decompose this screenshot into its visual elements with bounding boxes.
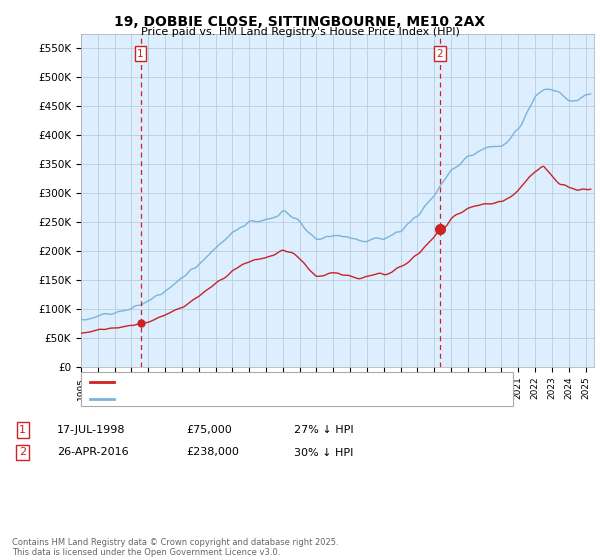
Text: HPI: Average price, detached house, Swale: HPI: Average price, detached house, Swal… xyxy=(120,394,344,404)
Text: 27% ↓ HPI: 27% ↓ HPI xyxy=(294,425,353,435)
Text: 30% ↓ HPI: 30% ↓ HPI xyxy=(294,447,353,458)
Text: 1: 1 xyxy=(19,425,26,435)
Text: 1: 1 xyxy=(137,49,144,59)
Text: 19, DOBBIE CLOSE, SITTINGBOURNE, ME10 2AX: 19, DOBBIE CLOSE, SITTINGBOURNE, ME10 2A… xyxy=(115,15,485,29)
Text: 17-JUL-1998: 17-JUL-1998 xyxy=(57,425,125,435)
Text: 19, DOBBIE CLOSE, SITTINGBOURNE, ME10 2AX (detached house): 19, DOBBIE CLOSE, SITTINGBOURNE, ME10 2A… xyxy=(120,377,463,387)
Text: Contains HM Land Registry data © Crown copyright and database right 2025.
This d: Contains HM Land Registry data © Crown c… xyxy=(12,538,338,557)
Text: Price paid vs. HM Land Registry's House Price Index (HPI): Price paid vs. HM Land Registry's House … xyxy=(140,27,460,37)
Text: 2: 2 xyxy=(436,49,443,59)
Text: £238,000: £238,000 xyxy=(186,447,239,458)
Text: 2: 2 xyxy=(19,447,26,458)
Text: 26-APR-2016: 26-APR-2016 xyxy=(57,447,128,458)
Text: £75,000: £75,000 xyxy=(186,425,232,435)
